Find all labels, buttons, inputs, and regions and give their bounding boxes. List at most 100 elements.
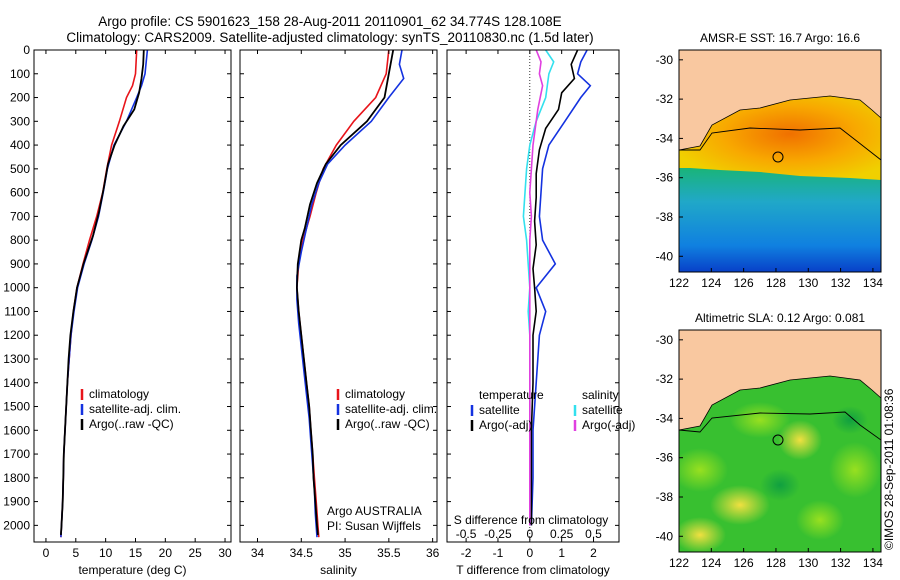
y-tick-label: -30 [656,53,674,67]
y-tick-label: 700 [10,209,30,223]
y-tick-label: 1600 [3,423,30,437]
y-tick-label: 300 [10,114,30,128]
series-group [60,50,149,538]
y-tick-label: 1700 [3,447,30,461]
series-line-argoadj [530,50,579,526]
series-line-argoadj [528,50,544,526]
x-tick-label: 30 [218,546,232,560]
y-tick-label: 200 [10,91,30,105]
axes-frame [33,49,232,543]
x-tick-label: 126 [734,556,754,570]
x-tick-label: 124 [701,556,721,570]
profile-panel-1: 0 5 10 15 20 25 30 temperature (deg C) 0 100 200 30… [3,43,232,577]
top-tick-label: -0.25 [484,527,512,541]
x-tick-label: -1 [493,546,504,560]
sst-contour [679,127,881,161]
figure-title-line1: Argo profile: CS 5901623_158 28-Aug-2011… [98,14,562,29]
legend-title: salinity [582,388,619,402]
x-tick-label: 130 [798,276,818,290]
x-tick-label: 132 [831,556,851,570]
legend-label: Argo(-adj) [479,418,532,432]
y-tick-label: 0 [23,43,30,57]
x-tick-label: 126 [734,276,754,290]
series-line-argorawqc [295,50,395,535]
x-tick-label: 1 [558,546,565,560]
series-line-argorawqc [60,50,145,535]
y-tick-label: 1200 [3,328,30,342]
top-axis-label: S difference from climatology [454,513,609,527]
figure-title-line2: Climatology: CARS2009. Satellite-adjuste… [66,30,594,45]
y-tick-label: -30 [656,333,674,347]
x-tick-label: 5 [72,546,79,560]
x-tick-label: 122 [669,276,689,290]
x-tick-label: 134 [863,276,883,290]
sla-map [678,329,882,553]
series-line-satellite [522,50,555,526]
y-tick-label: 800 [10,233,30,247]
legend-label: climatology [345,387,405,401]
top-tick-label: 0.5 [585,527,602,541]
x-tick-label: 35.5 [377,546,401,560]
x-tick-label: 130 [798,556,818,570]
y-tick-label: 400 [10,138,30,152]
y-tick-label: -34 [656,131,674,145]
x-tick-label: 132 [831,276,851,290]
x-tick-label: 25 [189,546,203,560]
top-tick-label: 0.25 [550,527,574,541]
x-tick-label: 128 [766,276,786,290]
map-axes-3: AMSR-E SST: 16.7 Argo: 16.6 122 124 126 128 1… [656,31,884,290]
x-tick-label: 10 [99,546,113,560]
x-tick-label: 124 [701,276,721,290]
legend-label: satellite-adj. clim. [345,402,437,416]
x-axis-label: temperature (deg C) [78,563,186,577]
x-tick-label: 128 [766,556,786,570]
x-tick-label: 35 [338,546,352,560]
x-tick-label: 122 [669,556,689,570]
x-tick-label: 20 [159,546,173,560]
coastline [679,95,881,151]
y-tick-label: -38 [656,490,674,504]
profile-panel-2: 34 34.5 35 35.5 36 salinity climatologysatelli… [239,49,440,577]
y-tick-label: -32 [656,92,674,106]
top-tick-label: 0 [526,527,533,541]
x-tick-label: 0 [43,546,50,560]
y-tick-label: -38 [656,210,674,224]
x-tick-label: 34 [251,546,265,560]
legend-title: temperature [479,388,544,402]
sla-anomaly-blobs [679,402,881,552]
y-tick-label: 900 [10,257,30,271]
y-tick-label: 1500 [3,400,30,414]
legend-label: satellite [582,403,623,417]
x-tick-label: 0 [526,546,533,560]
y-tick-label: 500 [10,162,30,176]
y-tick-label: 1300 [3,352,30,366]
x-tick-label: 36 [426,546,440,560]
legend-label: climatology [89,387,149,401]
y-tick-label: 1900 [3,495,30,509]
map-axes-4: Altimetric SLA: 0.12 Argo: 0.081 122 124 12… [656,311,884,570]
x-tick-label: 34.5 [290,546,314,560]
axes-frame [446,49,620,543]
y-tick-label: -36 [656,171,674,185]
legend-label: satellite-adj. clim. [89,402,181,416]
series-group [295,50,405,538]
coastline [679,375,881,431]
y-tick-label: 100 [10,67,30,81]
axes-frame [239,49,438,543]
legend-label: Argo(..raw -QC) [89,417,174,431]
series-line-satelliteadjclim [60,50,149,538]
sst-map [678,49,882,273]
y-tick-label: 1800 [3,471,30,485]
y-tick-label: -32 [656,372,674,386]
series-line-satellite [530,50,592,526]
x-tick-label: 15 [129,546,143,560]
x-tick-label: -2 [461,546,472,560]
y-tick-label: -34 [656,411,674,425]
y-tick-label: -40 [656,529,674,543]
y-tick-label: 2000 [3,518,30,532]
profile-marker [772,151,784,163]
y-tick-label: -40 [656,249,674,263]
x-tick-label: 2 [590,546,597,560]
y-tick-label: 1400 [3,376,30,390]
